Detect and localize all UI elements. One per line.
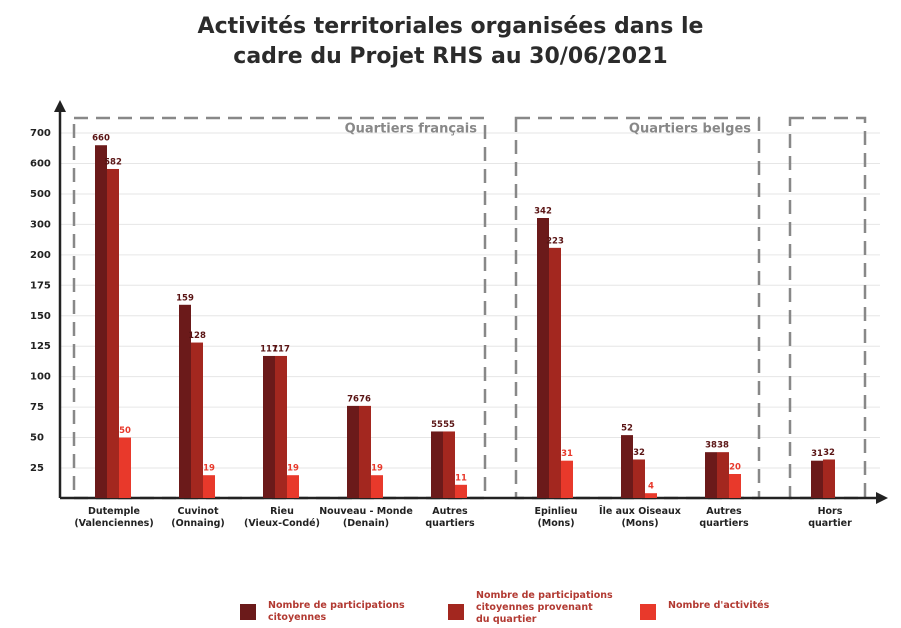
value-label: 19 bbox=[371, 464, 383, 474]
bar bbox=[119, 437, 131, 498]
value-label: 11 bbox=[455, 473, 467, 483]
bar bbox=[263, 355, 275, 498]
y-tick-label: 50 bbox=[30, 433, 44, 444]
value-label: 55 bbox=[431, 420, 443, 430]
group-box bbox=[514, 116, 761, 500]
value-label: 52 bbox=[621, 424, 633, 434]
bar bbox=[455, 484, 467, 498]
x-arrow bbox=[876, 492, 888, 504]
y-tick-label: 75 bbox=[30, 402, 44, 413]
x-tick-label: Île aux Oiseaux (Mons) bbox=[599, 506, 681, 529]
y-tick-label: 100 bbox=[30, 372, 51, 383]
bar bbox=[431, 431, 443, 498]
value-label: 19 bbox=[203, 464, 215, 474]
y-tick-label: 125 bbox=[30, 341, 51, 352]
bar bbox=[347, 405, 359, 498]
value-label: 76 bbox=[347, 394, 359, 404]
value-label: 20 bbox=[729, 463, 741, 473]
bar bbox=[811, 460, 823, 498]
legend-label: Nombre d'activités bbox=[668, 600, 770, 611]
bar bbox=[645, 493, 657, 498]
bar bbox=[561, 460, 573, 498]
value-label: 38 bbox=[705, 441, 717, 451]
value-label: 32 bbox=[633, 448, 645, 458]
x-tick-label: Rieu (Vieux-Condé) bbox=[244, 506, 320, 529]
bar bbox=[537, 218, 549, 498]
value-label: 31 bbox=[561, 449, 573, 459]
x-tick-label: Hors quartier bbox=[808, 506, 852, 529]
bar bbox=[371, 475, 383, 498]
value-label: 4 bbox=[648, 482, 654, 492]
x-tick-label: Cuvinot (Onnaing) bbox=[171, 506, 225, 529]
bar bbox=[95, 145, 107, 499]
bar bbox=[443, 431, 455, 498]
value-label: 19 bbox=[287, 464, 299, 474]
legend-label: Nombre de participations citoyennes bbox=[268, 600, 405, 623]
value-label: 223 bbox=[546, 236, 564, 246]
legend-swatch bbox=[448, 604, 464, 620]
bar bbox=[287, 475, 299, 498]
value-label: 55 bbox=[443, 420, 455, 430]
bar bbox=[275, 355, 287, 498]
bar bbox=[203, 475, 215, 498]
bar bbox=[633, 459, 645, 498]
bar bbox=[107, 168, 119, 498]
group-label: Quartiers français bbox=[345, 122, 478, 137]
value-label: 117 bbox=[260, 344, 278, 354]
y-arrow bbox=[54, 100, 66, 112]
value-label: 76 bbox=[359, 394, 371, 404]
value-label: 342 bbox=[534, 207, 552, 217]
y-tick-label: 700 bbox=[30, 128, 51, 139]
group-box bbox=[788, 116, 867, 500]
x-tick-label: Dutemple (Valenciennes) bbox=[74, 506, 154, 529]
legend-label: Nombre de participations citoyennes prov… bbox=[476, 590, 613, 625]
bar bbox=[621, 435, 633, 498]
value-label: 117 bbox=[272, 344, 290, 354]
value-label: 31 bbox=[811, 449, 823, 459]
x-tick-label: Nouveau - Monde (Denain) bbox=[319, 506, 413, 529]
y-tick-label: 150 bbox=[30, 311, 51, 322]
bar bbox=[359, 405, 371, 498]
bar bbox=[823, 459, 835, 498]
legend-swatch bbox=[240, 604, 256, 620]
x-tick-label: Autres quartiers bbox=[699, 506, 749, 529]
group-label: Quartiers belges bbox=[629, 122, 751, 137]
value-label: 50 bbox=[119, 426, 131, 436]
bar bbox=[549, 247, 561, 498]
bar bbox=[705, 452, 717, 498]
y-tick-label: 200 bbox=[30, 250, 51, 261]
value-label: 582 bbox=[104, 157, 122, 167]
value-label: 38 bbox=[717, 441, 729, 451]
legend-swatch bbox=[640, 604, 656, 620]
y-tick-label: 300 bbox=[30, 219, 51, 230]
bar bbox=[179, 304, 191, 498]
bar bbox=[717, 452, 729, 498]
y-tick-label: 600 bbox=[30, 159, 51, 170]
bar bbox=[191, 342, 203, 498]
y-tick-label: 500 bbox=[30, 189, 51, 200]
chart-title: Activités territoriales organisées dans … bbox=[197, 14, 704, 69]
value-label: 660 bbox=[92, 134, 110, 144]
y-tick-label: 25 bbox=[30, 463, 44, 474]
value-label: 128 bbox=[188, 331, 206, 341]
x-tick-label: Epinlieu (Mons) bbox=[534, 506, 578, 529]
value-label: 32 bbox=[823, 448, 835, 458]
value-label: 159 bbox=[176, 293, 194, 303]
bar bbox=[729, 474, 741, 498]
x-tick-label: Autres quartiers bbox=[425, 506, 475, 529]
y-tick-label: 175 bbox=[30, 280, 51, 291]
